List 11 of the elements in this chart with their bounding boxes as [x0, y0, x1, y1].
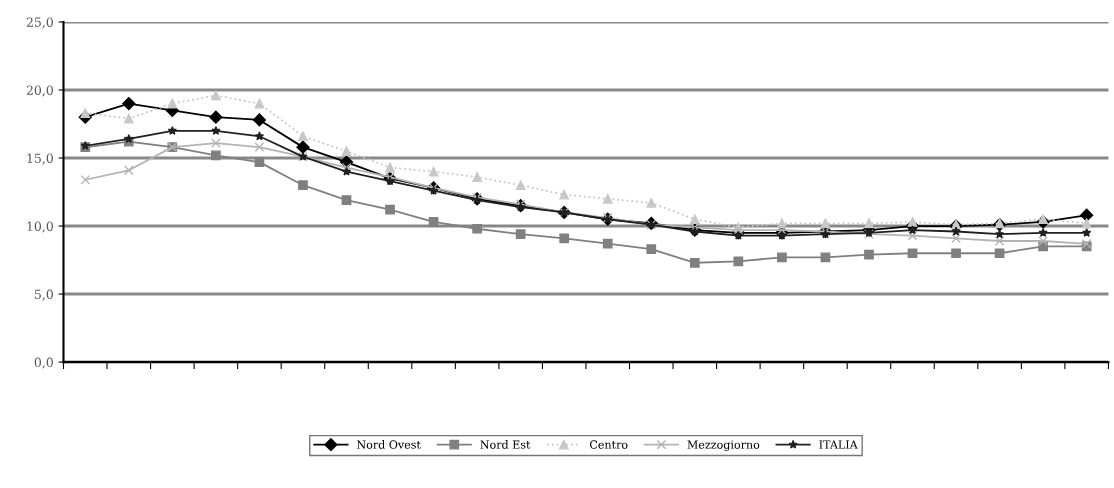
legend-label: Nord Ovest	[356, 440, 421, 449]
y-tick-label: 15,0	[27, 153, 53, 165]
legend-label: ITALIA	[819, 440, 858, 449]
y-tick-label: 20,0	[26, 85, 53, 97]
legend-label: Nord Est	[480, 440, 531, 449]
y-tick-label: 0,0	[34, 357, 53, 369]
legend-label: Centro	[589, 440, 628, 449]
y-tick-label: 5,0	[34, 289, 53, 301]
y-tick-label: 10,0	[27, 221, 53, 233]
legend-label: Mezzogiorno	[687, 440, 760, 452]
y-tick-label: 25,0	[26, 17, 53, 29]
